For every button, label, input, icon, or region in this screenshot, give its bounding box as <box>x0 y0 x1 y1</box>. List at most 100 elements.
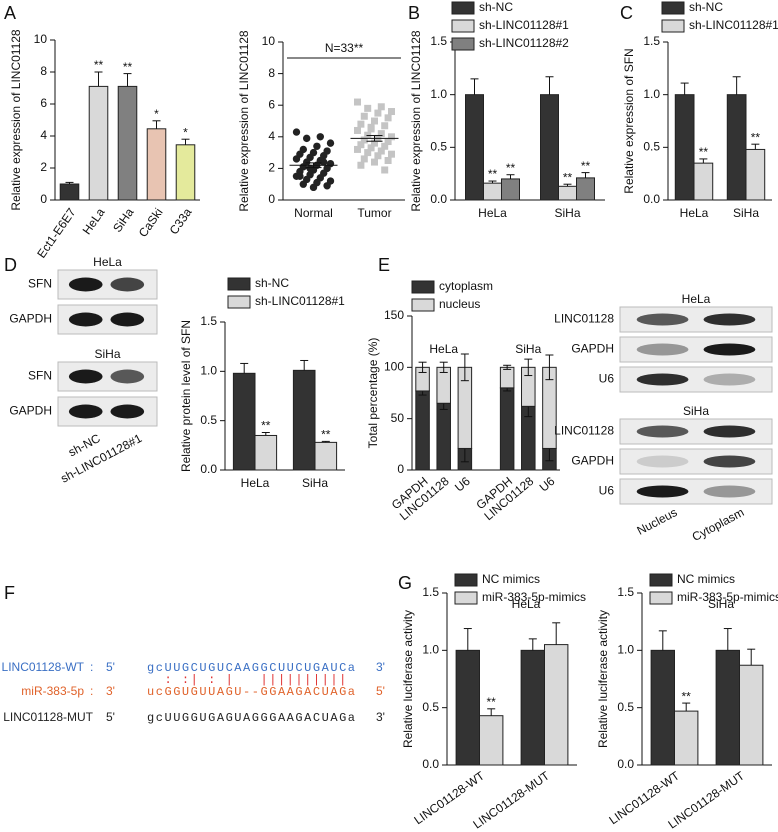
bar <box>88 85 109 201</box>
bar <box>292 369 316 471</box>
y-tick-label: 8 <box>268 66 275 80</box>
y-tick-label: 0 <box>397 462 404 476</box>
legend-swatch <box>661 19 685 33</box>
significance: ** <box>581 159 591 173</box>
panel-label: B <box>408 3 420 23</box>
x-tick-label: CaSki <box>136 206 166 240</box>
y-tick-label: 0.0 <box>617 757 634 771</box>
x-tick-label: SiHa <box>554 206 580 220</box>
bar <box>59 183 80 201</box>
y-tick-label: 1.0 <box>200 364 217 378</box>
point <box>299 180 307 188</box>
seq-separator: : <box>90 684 93 698</box>
y-tick-label: 4 <box>268 129 275 143</box>
y-tick-label: 0.5 <box>430 140 447 154</box>
sequence: ucGGUGUUAGU--GGAAGACUAGa <box>147 685 355 699</box>
blot-band <box>68 404 103 419</box>
bar <box>455 649 481 766</box>
bar <box>117 85 138 201</box>
bar <box>175 144 196 201</box>
pairing: : :| : | |||||||||| <box>147 673 355 687</box>
y-tick-label: 0 <box>40 192 47 206</box>
blot-band <box>110 277 145 292</box>
chart-title: SiHa <box>708 597 734 611</box>
blot-band <box>68 277 103 292</box>
seq-end: 3' <box>106 684 115 698</box>
legend-label: sh-LINC01128#2 <box>479 36 569 50</box>
y-tick-label: 0.5 <box>200 413 217 427</box>
significance: ** <box>123 60 133 74</box>
y-tick-label: 50 <box>391 411 405 425</box>
bar-segment <box>436 402 451 471</box>
bar <box>314 441 338 471</box>
point <box>360 112 368 120</box>
panel-label: A <box>4 3 16 23</box>
bar <box>483 182 502 201</box>
point <box>292 128 301 136</box>
legend-swatch <box>227 277 251 291</box>
point <box>296 172 304 180</box>
y-tick-label: 0.0 <box>422 757 439 771</box>
y-tick-label: 6 <box>268 97 275 111</box>
point <box>360 155 368 163</box>
point <box>381 142 389 150</box>
legend-swatch <box>451 19 475 33</box>
point <box>384 157 392 164</box>
significance: ** <box>751 130 761 144</box>
legend-label: nucleus <box>439 297 480 311</box>
y-axis-label: Relative luciferase activity <box>401 610 415 748</box>
blot-row-label: GAPDH <box>571 342 614 356</box>
point <box>303 134 311 143</box>
bar <box>715 649 740 766</box>
y-axis-label: Relative protein level of SFN <box>179 320 193 472</box>
blot-title: SiHa <box>683 404 709 418</box>
y-tick-label: 100 <box>384 360 404 374</box>
bar <box>674 94 695 201</box>
y-axis-label: Relative expression of LINC01128 <box>409 30 423 212</box>
panel-label: D <box>4 255 17 275</box>
blot-band <box>703 373 756 386</box>
y-tick-label: 0.0 <box>200 462 217 476</box>
point <box>306 164 314 173</box>
y-tick-label: 1.5 <box>430 34 447 48</box>
blot-title: SiHa <box>94 347 120 361</box>
point <box>388 150 395 158</box>
point <box>377 147 385 155</box>
x-tick-label: Ect1-E6E7 <box>34 205 79 260</box>
blot-title: HeLa <box>93 255 122 269</box>
legend-swatch <box>454 591 478 605</box>
y-tick-label: 2 <box>40 160 47 174</box>
lane-label: Nucleus <box>635 505 680 538</box>
y-axis-label: Total percentage (%) <box>366 338 380 449</box>
point <box>354 126 361 134</box>
legend-swatch <box>411 298 435 312</box>
point <box>384 138 392 146</box>
legend-label: NC mimics <box>677 572 735 586</box>
blot-band <box>68 369 103 384</box>
panel-label: F <box>4 583 15 603</box>
bar <box>739 664 764 766</box>
bar <box>544 644 569 766</box>
legend-label: sh-NC <box>479 0 513 14</box>
seq-name: miR-383-5p <box>21 684 84 698</box>
blot-band <box>703 455 756 468</box>
blot-title: HeLa <box>682 292 711 306</box>
point <box>384 114 392 122</box>
y-tick-label: 1.5 <box>617 585 634 599</box>
point <box>388 133 395 141</box>
bar <box>479 715 504 766</box>
panel-label: G <box>398 573 412 593</box>
legend-label: sh-NC <box>255 276 289 290</box>
significance: ** <box>699 145 709 159</box>
y-axis-label: Relative expression of LINC01128 <box>9 29 23 211</box>
point <box>323 182 331 190</box>
seq-separator: : <box>90 660 93 674</box>
blot-band <box>636 425 689 438</box>
seq-end: 3' <box>376 660 385 674</box>
bar <box>558 185 577 201</box>
legend-label: miR-383-5p-mimics <box>482 590 586 604</box>
significance: ** <box>488 167 498 181</box>
y-tick-label: 2 <box>268 161 275 175</box>
blot-band <box>636 373 689 386</box>
blot-panel <box>619 336 773 363</box>
